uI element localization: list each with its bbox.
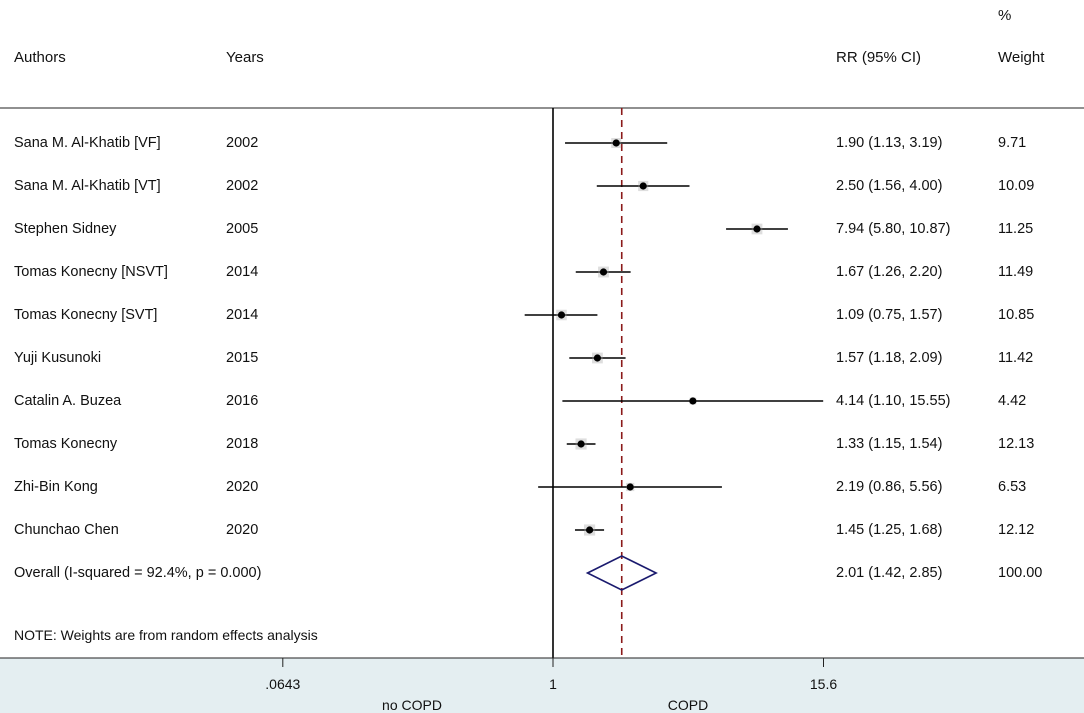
overall-weight: 100.00	[998, 565, 1043, 581]
overall-label: Overall (I-squared = 92.4%, p = 0.000)	[14, 565, 262, 581]
study-year: 2014	[226, 307, 259, 323]
point-estimate	[585, 526, 594, 534]
study-year: 2002	[226, 178, 259, 194]
x-tick-label: 15.6	[809, 676, 838, 692]
point-estimate	[626, 483, 634, 491]
study-author: Zhi-Bin Kong	[14, 479, 98, 495]
study-weight: 10.85	[998, 307, 1035, 323]
study-weight: 4.42	[998, 393, 1027, 409]
x-tick-label: .0643	[265, 676, 301, 692]
study-year: 2014	[226, 264, 259, 280]
study-rr: 7.94 (5.80, 10.87)	[836, 221, 951, 237]
study-weight: 11.49	[998, 264, 1034, 280]
study-weight: 11.25	[998, 221, 1034, 237]
study-year: 2015	[226, 350, 259, 366]
point-estimate	[557, 311, 566, 319]
study-year: 2020	[226, 479, 259, 495]
point-estimate	[639, 182, 647, 190]
point-estimate	[612, 139, 620, 147]
point-estimate	[593, 354, 602, 362]
study-author: Tomas Konecny	[14, 436, 118, 452]
favours-right-label: COPD	[667, 697, 709, 713]
study-weight: 12.12	[998, 522, 1035, 538]
header-weight-percent: %	[998, 7, 1012, 24]
favours-left-label: no COPD	[382, 697, 442, 713]
header-weight: Weight	[998, 49, 1045, 66]
study-year: 2016	[226, 393, 259, 409]
study-author: Tomas Konecny [NSVT]	[14, 264, 168, 280]
study-author: Sana M. Al-Khatib [VT]	[14, 178, 161, 194]
study-year: 2002	[226, 135, 259, 151]
header-rr: RR (95% CI)	[836, 49, 922, 66]
study-author: Catalin A. Buzea	[14, 393, 122, 409]
study-author: Yuji Kusunoki	[14, 350, 102, 366]
study-weight: 6.53	[998, 479, 1027, 495]
study-rr: 1.33 (1.15, 1.54)	[836, 436, 943, 452]
point-estimate	[577, 440, 585, 448]
point-estimate	[599, 268, 608, 276]
study-rr: 1.57 (1.18, 2.09)	[836, 350, 943, 366]
study-rr: 2.19 (0.86, 5.56)	[836, 479, 943, 495]
study-author: Tomas Konecny [SVT]	[14, 307, 158, 323]
study-rr: 1.67 (1.26, 2.20)	[836, 264, 943, 280]
study-year: 2005	[226, 221, 259, 237]
point-estimate	[753, 225, 761, 233]
study-author: Chunchao Chen	[14, 522, 119, 538]
axis-band	[0, 658, 1084, 713]
study-rr: 2.50 (1.56, 4.00)	[836, 178, 943, 194]
overall-diamond	[585, 555, 658, 591]
x-tick-label: 1	[549, 676, 557, 692]
study-rr: 1.45 (1.25, 1.68)	[836, 522, 943, 538]
study-weight: 12.13	[998, 436, 1035, 452]
study-rr: 1.09 (0.75, 1.57)	[836, 307, 943, 323]
point-estimate	[689, 397, 697, 405]
header-years: Years	[226, 49, 264, 66]
overall-rr: 2.01 (1.42, 2.85)	[836, 565, 943, 581]
study-weight: 10.09	[998, 178, 1035, 194]
header-authors: Authors	[14, 49, 66, 66]
study-rr: 1.90 (1.13, 3.19)	[836, 135, 943, 151]
study-weight: 11.42	[998, 350, 1034, 366]
study-weight: 9.71	[998, 135, 1027, 151]
study-year: 2018	[226, 436, 259, 452]
study-year: 2020	[226, 522, 259, 538]
note: NOTE: Weights are from random effects an…	[14, 627, 318, 643]
study-author: Stephen Sidney	[14, 221, 117, 237]
study-rr: 4.14 (1.10, 15.55)	[836, 393, 951, 409]
study-author: Sana M. Al-Khatib [VF]	[14, 135, 161, 151]
